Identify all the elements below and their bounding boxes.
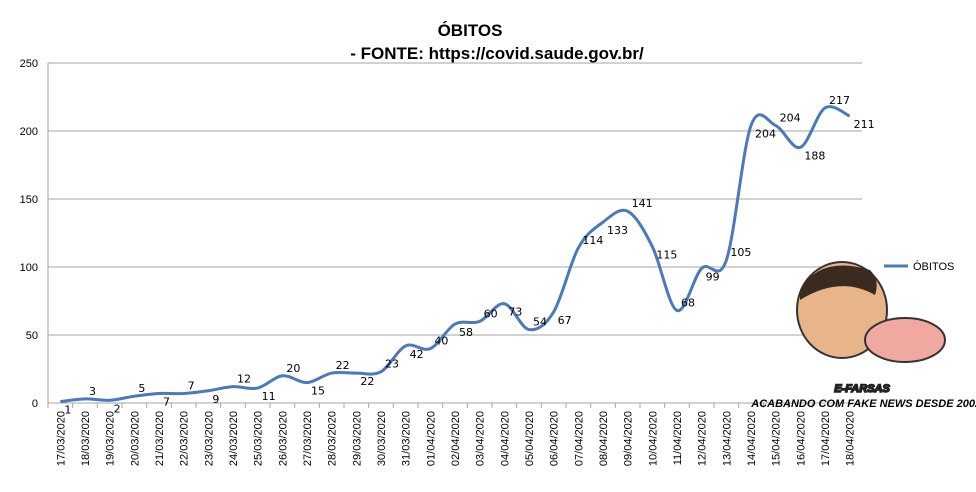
y-tick-label: 100 (20, 262, 38, 274)
x-tick-label: 29/03/2020 (351, 411, 363, 466)
data-label: 115 (656, 249, 677, 262)
x-tick-label: 17/04/2020 (820, 411, 832, 466)
x-tick-label: 20/03/2020 (129, 411, 141, 466)
x-tick-label: 06/04/2020 (549, 411, 561, 466)
x-tick-label: 21/03/2020 (154, 411, 166, 466)
data-label: 114 (582, 234, 603, 247)
data-label: 42 (410, 348, 424, 361)
data-label: 73 (508, 306, 522, 319)
x-tick-label: 28/03/2020 (327, 411, 339, 466)
data-label: 133 (607, 224, 628, 237)
data-label: 204 (755, 128, 776, 141)
y-tick-label: 150 (20, 194, 38, 206)
x-tick-label: 14/04/2020 (746, 411, 758, 466)
data-label: 23 (385, 358, 399, 371)
x-tick-label: 23/03/2020 (203, 411, 215, 466)
data-label: 54 (533, 316, 547, 329)
x-tick-label: 01/04/2020 (425, 411, 437, 466)
y-tick-label: 0 (32, 398, 38, 410)
data-label: 7 (188, 379, 195, 392)
x-tick-label: 25/03/2020 (253, 411, 265, 466)
logo-hair (800, 265, 877, 300)
y-tick-label: 50 (26, 330, 38, 342)
data-label: 217 (829, 94, 850, 107)
data-label: 141 (632, 197, 653, 210)
data-label: 1 (64, 404, 71, 417)
data-label: 188 (804, 149, 825, 162)
data-label: 40 (434, 335, 448, 348)
chart-subtitle: - FONTE: https://covid.saude.gov.br/ (350, 44, 644, 63)
data-label: 20 (286, 362, 300, 375)
data-label: 11 (262, 390, 276, 403)
data-label: 204 (780, 112, 801, 125)
logo: E-FARSAS ACABANDO COM FAKE NEWS DESDE 20… (750, 261, 976, 410)
data-label: 15 (311, 385, 325, 398)
x-tick-label: 02/04/2020 (450, 411, 462, 466)
x-tick-label: 26/03/2020 (277, 411, 289, 466)
x-tick-label: 08/04/2020 (598, 411, 610, 466)
chart-title: ÓBITOS (438, 21, 503, 40)
data-label: 22 (336, 359, 350, 372)
series-line (60, 105, 851, 404)
data-label: 5 (138, 382, 145, 395)
y-tick-label: 200 (20, 126, 38, 138)
x-tick-label: 22/03/2020 (179, 411, 191, 466)
data-label: 99 (706, 270, 720, 283)
x-tick-label: 04/04/2020 (499, 411, 511, 466)
x-tick-label: 03/04/2020 (475, 411, 487, 466)
data-label: 211 (854, 118, 875, 131)
x-tick-label: 13/04/2020 (721, 411, 733, 466)
x-tick-label: 11/04/2020 (672, 411, 684, 465)
x-tick-label: 16/04/2020 (795, 411, 807, 466)
x-tick-label: 09/04/2020 (623, 411, 635, 466)
data-label: 7 (163, 395, 170, 408)
logo-title: E-FARSAS (834, 383, 890, 395)
logo-tagline: ACABANDO COM FAKE NEWS DESDE 2002! (750, 398, 976, 410)
data-label: 60 (484, 307, 498, 320)
x-tick-label: 07/04/2020 (573, 411, 585, 466)
legend-label: ÓBITOS (913, 260, 954, 273)
x-tick-label: 30/03/2020 (376, 411, 388, 466)
data-label: 68 (681, 297, 695, 310)
x-tick-label: 27/03/2020 (302, 411, 314, 466)
x-tick-label: 19/03/2020 (105, 411, 117, 466)
data-label: 2 (114, 402, 121, 415)
data-label: 58 (459, 326, 473, 339)
x-tick-label: 15/04/2020 (771, 411, 783, 466)
x-tick-label: 31/03/2020 (401, 411, 413, 466)
x-tick-label: 10/04/2020 (647, 411, 659, 466)
logo-nose (864, 317, 946, 363)
data-label: 3 (89, 385, 96, 398)
x-tick-label: 05/04/2020 (524, 411, 536, 466)
y-tick-label: 250 (20, 58, 38, 70)
x-tick-label: 24/03/2020 (228, 411, 240, 466)
data-label: 22 (360, 375, 374, 388)
x-tick-label: 18/03/2020 (80, 411, 92, 466)
data-label: 9 (212, 393, 219, 406)
data-label: 105 (730, 246, 751, 259)
x-tick-label: 18/04/2020 (845, 411, 857, 466)
data-label: 67 (558, 314, 572, 327)
x-tick-label: 12/04/2020 (697, 411, 709, 466)
x-tick-label: 17/03/2020 (55, 411, 67, 466)
data-label: 12 (237, 373, 251, 386)
